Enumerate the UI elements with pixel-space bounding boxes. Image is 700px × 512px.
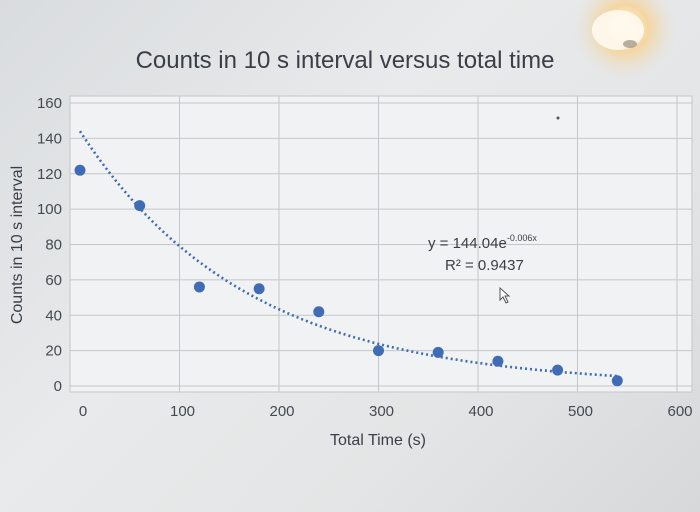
- x-axis-label: Total Time (s): [330, 432, 426, 449]
- light-glare-core: [592, 10, 644, 50]
- data-point: [74, 164, 86, 176]
- exponential-trendline: [78, 130, 618, 378]
- x-tick-label: 300: [369, 403, 394, 420]
- y-tick-label: 100: [37, 201, 62, 218]
- trendline-equation: y = 144.04e-0.006x: [428, 233, 537, 252]
- x-tick-label: 100: [170, 403, 195, 420]
- data-point: [313, 306, 325, 318]
- equation-exponent: -0.006x: [507, 233, 538, 243]
- data-point: [134, 200, 146, 212]
- x-tick-label: 200: [269, 403, 294, 420]
- data-point: [552, 364, 564, 376]
- stray-mark: [556, 116, 560, 120]
- y-tick-label: 140: [37, 130, 62, 147]
- gridlines: [70, 96, 692, 392]
- x-tick-label: 600: [667, 403, 692, 420]
- y-tick-label: 40: [45, 307, 62, 324]
- y-tick-label: 160: [37, 95, 62, 112]
- x-tick-label: 400: [468, 403, 493, 420]
- y-tick-label: 80: [45, 237, 62, 254]
- equation-base: y = 144.04e: [428, 235, 507, 252]
- y-tick-label: 0: [54, 378, 62, 395]
- y-tick-label: 120: [37, 166, 62, 183]
- data-point: [432, 346, 444, 358]
- x-tick-label: 500: [568, 403, 593, 420]
- x-tick-label: 0: [79, 403, 87, 420]
- trendline-group: [78, 130, 618, 378]
- y-tick-labels: 0 20 40 60 80 100 120 140 160: [37, 95, 62, 395]
- y-tick-label: 60: [45, 272, 62, 289]
- data-point: [611, 375, 623, 387]
- r-squared-label: R² = 0.9437: [445, 257, 524, 274]
- chart-title: Counts in 10 s interval versus total tim…: [136, 47, 555, 74]
- data-point: [193, 281, 205, 293]
- data-points: [74, 164, 623, 387]
- data-point: [253, 283, 265, 295]
- x-tick-labels: 0 100 200 300 400 500 600: [79, 403, 693, 420]
- y-axis-label: Counts in 10 s interval: [9, 166, 26, 324]
- cursor-icon: [499, 286, 511, 304]
- y-tick-label: 20: [45, 343, 62, 360]
- data-point: [492, 355, 504, 367]
- light-glare-dark: [623, 40, 637, 48]
- data-point: [373, 345, 384, 357]
